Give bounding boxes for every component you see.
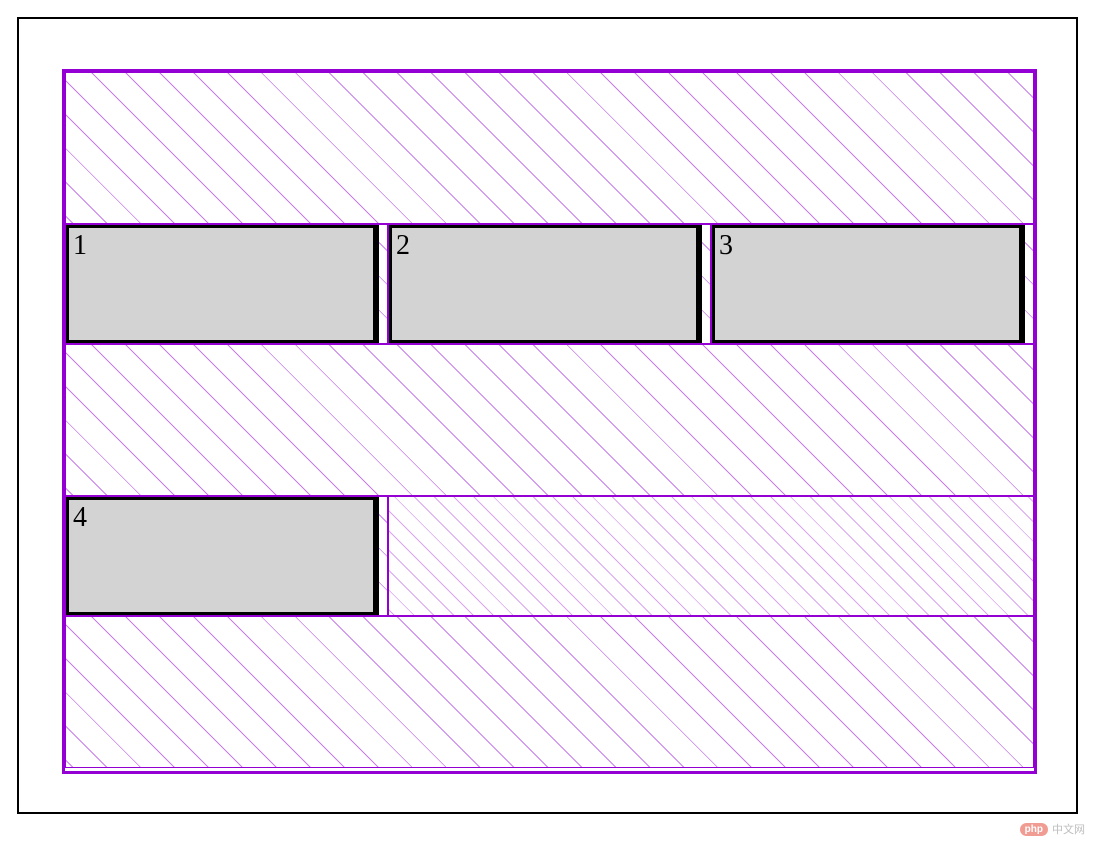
grid-cell-3: 3: [711, 224, 1034, 344]
grid-item-label: 1: [73, 230, 87, 262]
grid-cell-6: [388, 496, 1034, 616]
watermark-badge: php: [1020, 823, 1048, 836]
grid-cell-5: 4: [65, 496, 388, 616]
grid-cell-7: [65, 616, 1034, 768]
grid-item-label: 3: [719, 230, 733, 262]
grid-cell-2: 2: [388, 224, 711, 344]
grid-cell-0: [65, 72, 1034, 224]
grid-item-4: 4: [66, 497, 379, 615]
grid-cell-4: [65, 344, 1034, 496]
outer-frame: 1 2 3 4: [17, 17, 1078, 814]
grid-container: 1 2 3 4: [62, 69, 1037, 774]
watermark-text: 中文网: [1052, 821, 1085, 837]
grid-item-label: 2: [396, 230, 410, 262]
grid-item-2: 2: [389, 225, 702, 343]
grid-item-3: 3: [712, 225, 1025, 343]
watermark: php 中文网: [1020, 821, 1085, 837]
grid-item-label: 4: [73, 502, 87, 534]
grid-item-1: 1: [66, 225, 379, 343]
grid-cell-1: 1: [65, 224, 388, 344]
